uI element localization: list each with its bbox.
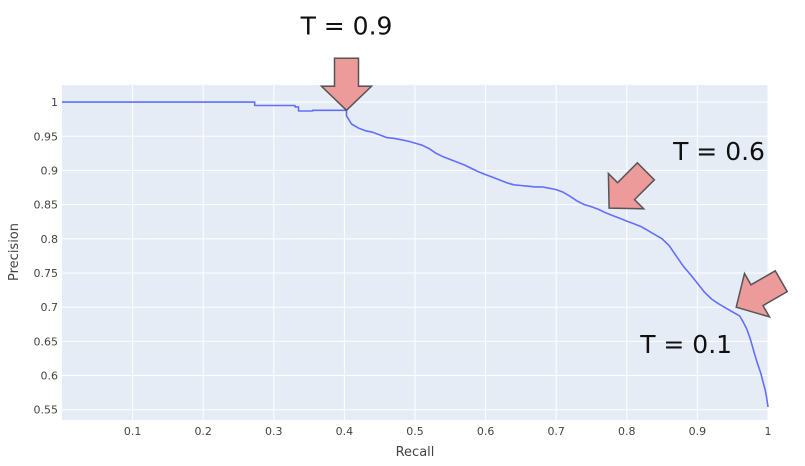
y-tick-label: 0.75: [34, 267, 59, 280]
y-tick-label: 0.65: [34, 335, 59, 348]
x-tick-label: 1: [765, 425, 772, 438]
x-tick-label: 0.9: [689, 425, 707, 438]
y-tick-label: 0.7: [41, 301, 59, 314]
x-tick-label: 0.2: [194, 425, 212, 438]
y-tick-label: 0.95: [34, 130, 59, 143]
y-tick-label: 0.9: [41, 164, 59, 177]
x-tick-label: 0.1: [124, 425, 142, 438]
annotation-label: T = 0.9: [300, 11, 393, 40]
x-tick-label: 0.3: [265, 425, 283, 438]
series-layer: [62, 101, 769, 408]
x-tick-label: 0.6: [477, 425, 495, 438]
y-tick-label: 1: [51, 96, 58, 109]
y-tick-label: 0.6: [41, 370, 59, 383]
y-tick-label: 0.55: [34, 404, 59, 417]
precision-recall-line: [62, 101, 769, 408]
y-tick-label: 0.8: [41, 233, 59, 246]
annotation-label: T = 0.6: [672, 137, 765, 166]
gridlines: [62, 85, 769, 420]
x-axis-title: Recall: [396, 445, 435, 460]
annotation-label: T = 0.1: [639, 330, 732, 359]
x-tick-label: 0.4: [336, 425, 354, 438]
annotations: T = 0.9 T = 0.6 T = 0.1: [300, 11, 789, 359]
x-tick-label: 0.7: [547, 425, 565, 438]
x-tick-label: 0.8: [618, 425, 636, 438]
x-tick-labels: 0.1 0.2 0.3 0.4 0.5 0.6 0.7 0.8 0.9 1: [124, 425, 772, 438]
annotation-arrow: [607, 161, 656, 210]
y-tick-labels: 0.55 0.6 0.65 0.7 0.75 0.8 0.85 0.9 0.95 1: [34, 96, 59, 417]
x-tick-label: 0.5: [406, 425, 424, 438]
y-tick-label: 0.85: [34, 199, 59, 212]
annotation-arrow: [735, 269, 789, 319]
annotation-arrow: [319, 57, 374, 112]
y-axis-title: Precision: [7, 223, 22, 281]
